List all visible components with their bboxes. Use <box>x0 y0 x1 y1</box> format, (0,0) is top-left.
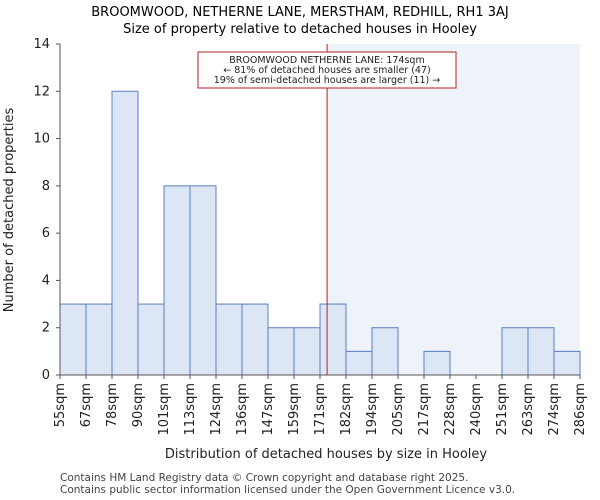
footer-attribution-1: Contains HM Land Registry data © Crown c… <box>60 472 469 484</box>
bar-263sqm <box>527 327 555 376</box>
bar-159sqm <box>293 327 321 376</box>
bar-78sqm <box>111 90 139 376</box>
y-tick-label: 6 <box>42 226 50 241</box>
y-tick-label: 12 <box>33 84 50 99</box>
x-tick-label: 182sqm <box>339 383 354 436</box>
bar-136sqm <box>241 303 269 376</box>
y-tick-label: 4 <box>42 273 50 288</box>
bar-67sqm <box>85 303 113 376</box>
bar-90sqm <box>137 303 165 376</box>
x-tick-label: 67sqm <box>79 383 94 427</box>
chart-subtitle: Size of property relative to detached ho… <box>123 22 477 37</box>
bar-55sqm <box>59 303 87 376</box>
x-axis-label: Distribution of detached houses by size … <box>165 447 488 462</box>
x-tick-label: 124sqm <box>209 383 224 436</box>
x-tick-label: 228sqm <box>443 383 458 436</box>
x-tick-label: 171sqm <box>313 383 328 436</box>
chart-title: BROOMWOOD, NETHERNE LANE, MERSTHAM, REDH… <box>91 5 508 20</box>
annotation-line-3: 19% of semi-detached houses are larger (… <box>214 75 441 86</box>
bar-251sqm <box>501 327 529 376</box>
x-tick-label: 263sqm <box>521 383 536 436</box>
highlight-region <box>327 44 580 375</box>
x-tick-label: 159sqm <box>287 383 302 436</box>
x-tick-label: 147sqm <box>261 383 276 436</box>
bar-182sqm <box>345 350 373 376</box>
x-tick-label: 240sqm <box>469 383 484 436</box>
bar-171sqm <box>319 303 347 376</box>
annotation-line-1: BROOMWOOD NETHERNE LANE: 174sqm <box>229 55 424 66</box>
x-tick-label: 55sqm <box>53 383 68 427</box>
x-tick-label: 90sqm <box>131 383 146 427</box>
y-tick-label: 0 <box>42 368 50 383</box>
bar-101sqm <box>163 185 191 376</box>
annotation-line-2: ← 81% of detached houses are smaller (47… <box>223 65 430 76</box>
x-tick-label: 286sqm <box>573 383 588 436</box>
y-tick-label: 8 <box>42 179 50 194</box>
bar-217sqm <box>423 350 451 376</box>
x-tick-label: 274sqm <box>547 383 562 436</box>
y-tick-label: 10 <box>33 132 50 147</box>
plot-area: 0 2 4 6 8 10 12 14 55sqm 67sqm 78sqm 90sqm 101sqm 113… <box>33 37 588 436</box>
x-tick-label: 113sqm <box>183 383 198 436</box>
x-tick-label: 136sqm <box>235 383 250 436</box>
bar-274sqm <box>553 350 581 376</box>
bar-147sqm <box>267 327 295 376</box>
bar-113sqm <box>189 185 217 376</box>
x-tick-label: 217sqm <box>417 383 432 436</box>
footer-attribution-2: Contains public sector information licen… <box>60 484 516 496</box>
y-tick-label: 14 <box>33 37 50 52</box>
x-tick-label: 101sqm <box>157 383 172 436</box>
x-tick-label: 194sqm <box>365 383 380 436</box>
annotation-box <box>197 51 457 89</box>
bar-194sqm <box>371 327 399 376</box>
x-tick-label: 78sqm <box>105 383 120 427</box>
bar-124sqm <box>215 303 243 376</box>
x-tick-label: 251sqm <box>495 383 510 436</box>
y-tick-label: 2 <box>42 321 50 336</box>
x-tick-label: 205sqm <box>391 383 406 436</box>
y-axis-label: Number of detached properties <box>2 108 17 313</box>
